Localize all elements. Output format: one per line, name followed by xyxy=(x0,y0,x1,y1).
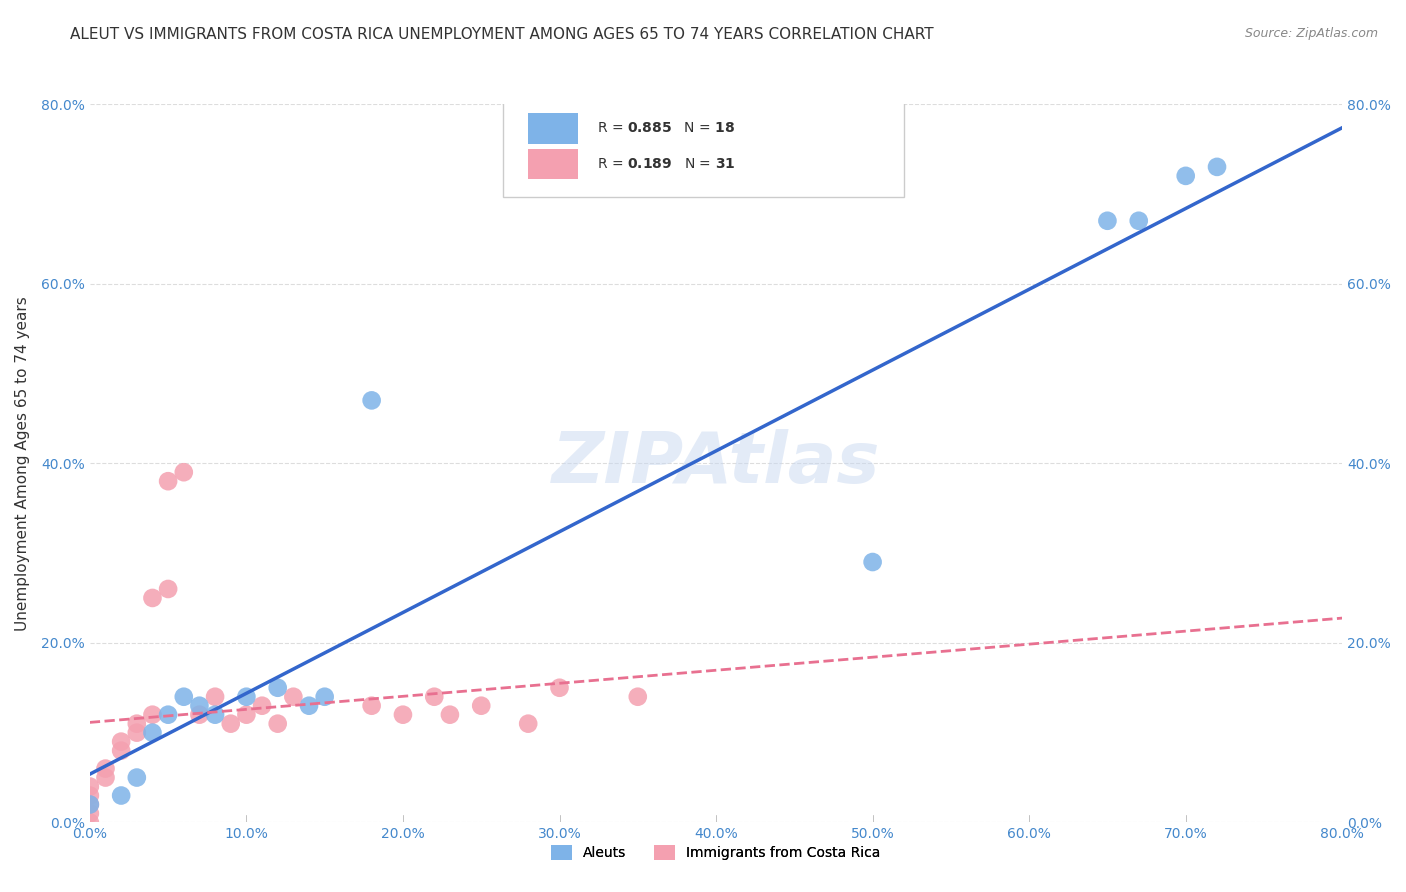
Point xyxy=(439,707,461,722)
Point xyxy=(125,771,148,785)
Text: R = $\bf{0.885}$   N = $\bf{18}$: R = $\bf{0.885}$ N = $\bf{18}$ xyxy=(598,121,735,136)
FancyBboxPatch shape xyxy=(503,97,904,197)
Point xyxy=(173,690,195,704)
Point xyxy=(392,707,415,722)
Point xyxy=(267,681,290,695)
Point xyxy=(94,762,117,776)
Point xyxy=(79,815,101,830)
Point xyxy=(110,789,132,803)
Point xyxy=(125,725,148,739)
Point xyxy=(79,797,101,812)
Text: ZIPAtlas: ZIPAtlas xyxy=(551,429,880,498)
Point xyxy=(548,681,571,695)
Point xyxy=(141,591,163,605)
Point xyxy=(423,690,446,704)
Point xyxy=(219,716,242,731)
Point xyxy=(79,789,101,803)
Text: ALEUT VS IMMIGRANTS FROM COSTA RICA UNEMPLOYMENT AMONG AGES 65 TO 74 YEARS CORRE: ALEUT VS IMMIGRANTS FROM COSTA RICA UNEM… xyxy=(70,27,934,42)
Point xyxy=(79,780,101,794)
Point xyxy=(188,707,211,722)
Point xyxy=(627,690,650,704)
Point xyxy=(79,806,101,821)
Point xyxy=(1097,213,1119,227)
Point xyxy=(188,698,211,713)
Text: R = $\bf{0.189}$   N = $\bf{31}$: R = $\bf{0.189}$ N = $\bf{31}$ xyxy=(598,157,735,171)
Point xyxy=(173,465,195,479)
Point xyxy=(283,690,305,704)
FancyBboxPatch shape xyxy=(529,149,578,179)
Point xyxy=(470,698,492,713)
Point xyxy=(314,690,336,704)
Point xyxy=(360,393,382,408)
Point xyxy=(204,690,226,704)
Point xyxy=(157,582,180,596)
Point xyxy=(157,474,180,488)
Point xyxy=(235,707,257,722)
Point xyxy=(235,690,257,704)
Point xyxy=(862,555,884,569)
Point xyxy=(141,725,163,739)
Point xyxy=(204,707,226,722)
FancyBboxPatch shape xyxy=(529,113,578,144)
Text: Source: ZipAtlas.com: Source: ZipAtlas.com xyxy=(1244,27,1378,40)
Point xyxy=(1128,213,1150,227)
Point xyxy=(250,698,273,713)
Point xyxy=(125,716,148,731)
Point xyxy=(1206,160,1229,174)
Point xyxy=(267,716,290,731)
Point xyxy=(110,743,132,757)
Point xyxy=(298,698,321,713)
Point xyxy=(157,707,180,722)
Point xyxy=(517,716,540,731)
Point xyxy=(1174,169,1197,183)
Point xyxy=(94,771,117,785)
Point xyxy=(360,698,382,713)
Point xyxy=(79,797,101,812)
Point xyxy=(141,707,163,722)
Point xyxy=(110,734,132,748)
Legend: Aleuts, Immigrants from Costa Rica: Aleuts, Immigrants from Costa Rica xyxy=(546,840,886,866)
Y-axis label: Unemployment Among Ages 65 to 74 years: Unemployment Among Ages 65 to 74 years xyxy=(15,296,30,631)
